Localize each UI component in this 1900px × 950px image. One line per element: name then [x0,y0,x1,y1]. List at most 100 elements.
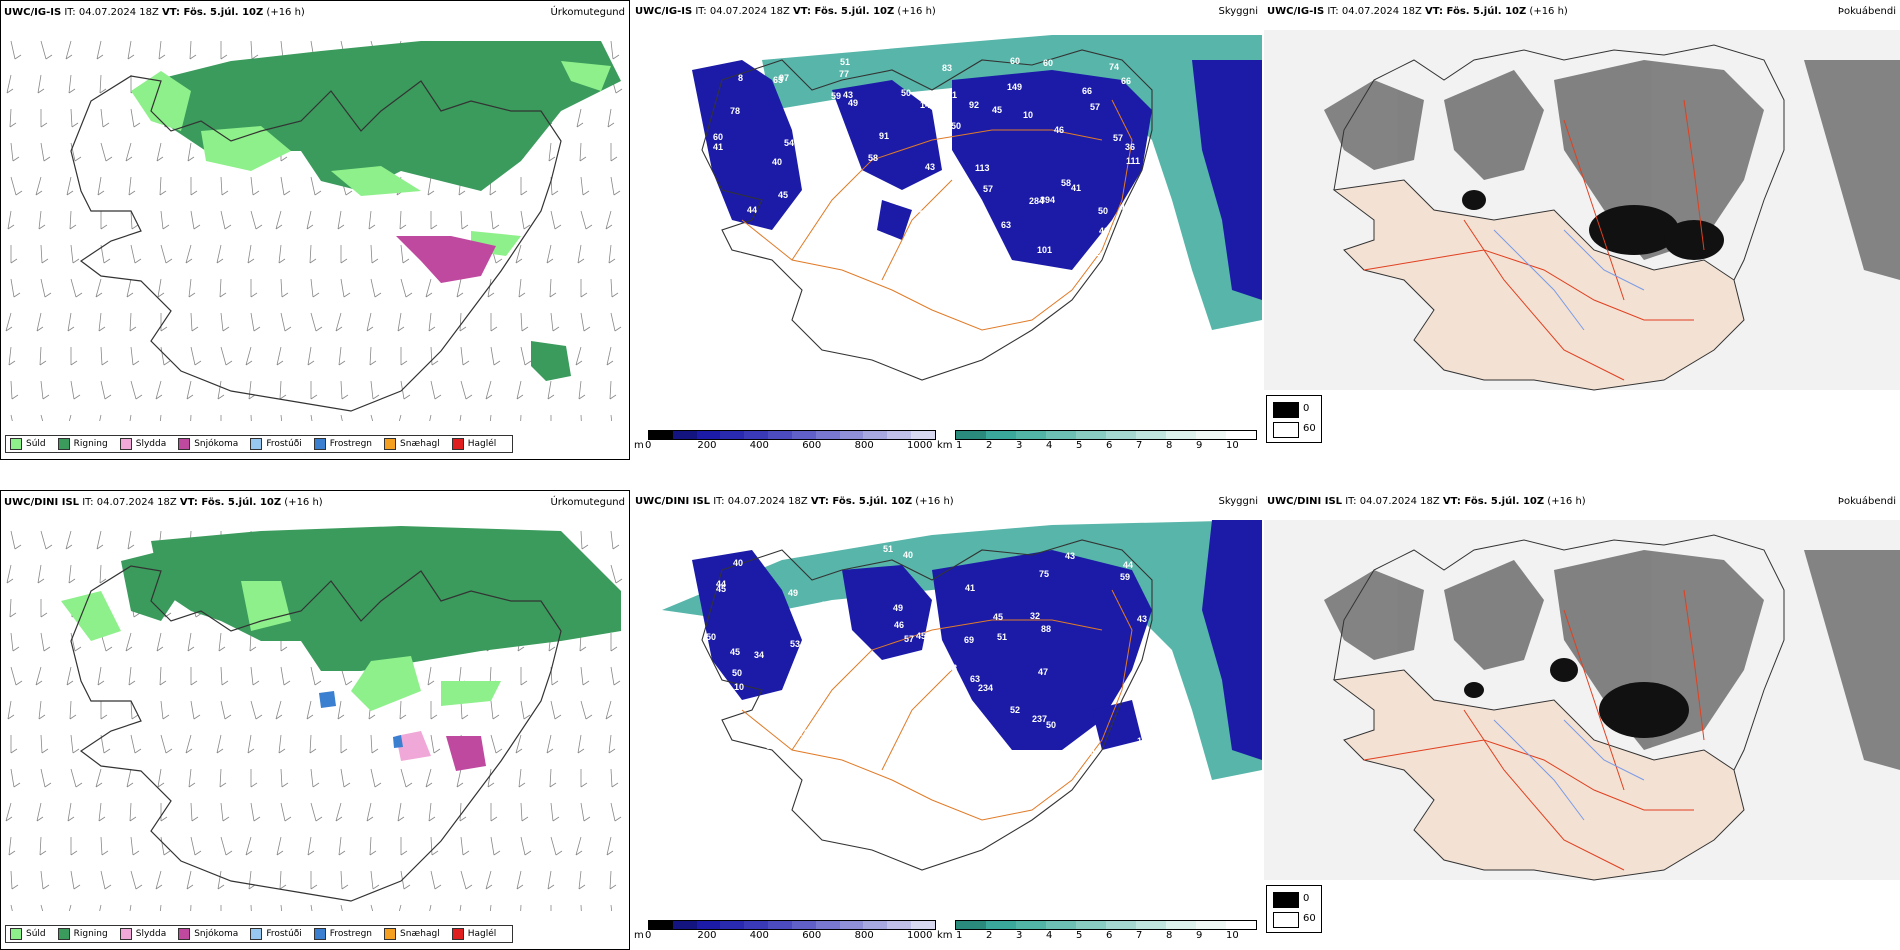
wind-barb [187,632,195,652]
colorbar-tick: 2 [986,930,993,941]
wind-barb [37,564,45,584]
wind-barb [428,802,436,822]
wind-barb [516,380,524,400]
wind-barb [577,734,585,754]
wind-barb [278,244,286,264]
wind-barb [66,666,74,686]
wind-barb [460,836,470,856]
wind-barb [309,734,317,754]
wind-barb [485,380,493,400]
legend-item: Súld [10,438,46,450]
wind-barb [70,244,80,264]
wind-barb [550,905,552,911]
valid-time: VT: Fös. 5.júl. 10Z [162,7,264,18]
wind-barb [580,414,582,421]
wind-barb [186,870,194,890]
wind-barb [429,904,432,911]
ceiling-colorbar: m 0 200 400 600 800 1000 [634,920,936,946]
wind-barb [610,633,618,652]
wind-barb [340,768,351,788]
wind-barb [100,836,109,856]
legend-label: Rigning [73,929,108,939]
road-network [741,589,1133,821]
wind-barb [157,768,165,788]
wind-barb [610,278,619,298]
wind-barb [68,564,76,584]
ceiling-label: 51 [840,57,850,67]
wind-barb [546,734,554,754]
wind-barb [160,700,170,720]
legend-label: Snjókoma [194,929,239,939]
ceiling-label: 68 [805,119,815,129]
ceiling-label: 42 [1091,248,1101,258]
ceiling-label: 59 [1120,572,1130,582]
ceiling-label: 57 [792,548,802,558]
wind-barb [250,414,252,421]
legend-label: Slydda [135,439,167,449]
wind-barb [67,312,75,332]
wind-barb [369,836,377,856]
fog-dense [1464,658,1689,738]
ceiling-label: 73 [732,251,742,261]
ceiling-label: 36 [1125,142,1135,152]
wind-barb [400,278,413,298]
ceiling-label: 49 [848,98,858,108]
wind-barb [8,836,16,856]
ceiling-label: 57 [824,170,834,180]
legend-item: Frostregn [313,928,372,940]
wind-barb [70,142,82,162]
legend-swatch [451,438,464,450]
ceiling-label: 41 [965,583,975,593]
colorbar-tick: 800 [854,930,874,941]
wind-barb [275,700,283,720]
wind-barb [38,210,46,230]
legend-label: Frostúði [266,439,302,449]
visibility-unit: km [937,440,953,451]
lead-time: (+16 h) [1544,496,1586,507]
wind-barb [40,244,49,264]
wind-barb [605,700,613,720]
colorbar-tick: 9 [1196,440,1203,451]
wind-barb [280,666,291,686]
wind-barb [460,210,469,230]
wind-barb [35,176,43,196]
fog-swatch-low [1273,422,1299,438]
wind-barb [279,380,287,400]
wind-barb [370,870,380,890]
wind-barb [520,346,532,366]
ceiling-label: 83 [766,741,776,751]
wind-barb [550,312,560,332]
wind-barb [340,245,348,264]
ceiling-label: 44 [937,704,947,714]
wind-barb [248,870,256,890]
wind-barb [399,700,407,720]
ceiling-label: 45 [993,612,1003,622]
ceiling-label: 52 [1010,705,1020,715]
ceiling-label: 63 [970,674,980,684]
wind-barb [100,108,110,128]
wind-barb [130,346,140,366]
wind-barb [220,666,229,686]
wind-barb [280,768,289,788]
wind-barb [610,176,621,196]
wind-barb [10,414,13,421]
legend-swatch [10,438,22,450]
wind-barb [125,142,133,162]
wind-barb [550,210,562,230]
wind-barb [460,346,470,366]
wind-barb [129,414,132,421]
ceiling-label: 66 [1121,76,1131,86]
wind-barb [99,564,107,584]
ceiling-bar-swatches [648,920,936,930]
wind-barb [99,904,102,911]
legend-label: Snæhagl [400,929,440,939]
wind-barb [608,244,616,264]
road-network [1363,99,1705,381]
wind-barb [310,381,318,400]
colorbar-tick: 6 [1106,930,1113,941]
wind-barb [398,414,402,421]
colorbar-tick: 1 [956,440,963,451]
ceiling-label: 72 [799,728,809,738]
wind-barb [40,734,49,754]
ceiling-label: 40 [795,698,805,708]
